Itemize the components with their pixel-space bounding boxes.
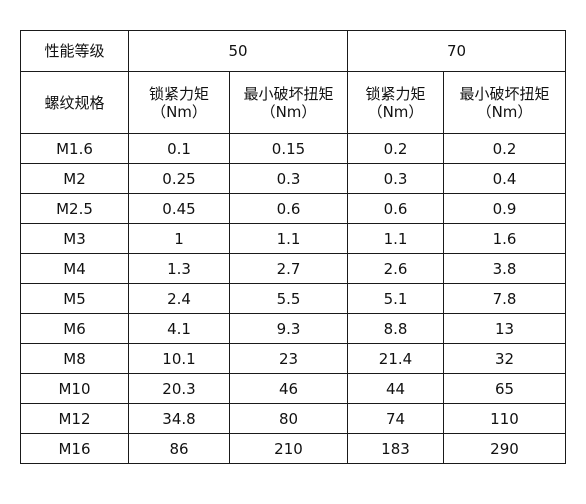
header-row-grade: 性能等级 50 70 bbox=[20, 30, 566, 72]
v70-lock-cell: 0.6 bbox=[347, 193, 444, 224]
v50-lock-cell: 86 bbox=[128, 433, 230, 464]
v50-lock-cell: 20.3 bbox=[128, 373, 230, 404]
v70-lock-cell: 44 bbox=[347, 373, 444, 404]
v50-lock-cell: 4.1 bbox=[128, 313, 230, 344]
col-50-break-title: 最小破坏扭矩 bbox=[243, 84, 334, 103]
spec-label-cell: 螺纹规格 bbox=[20, 71, 129, 134]
v50-lock-cell: 34.8 bbox=[128, 403, 230, 434]
spec-cell: M10 bbox=[20, 373, 129, 404]
v70-lock-cell: 74 bbox=[347, 403, 444, 434]
grade-label-cell: 性能等级 bbox=[20, 30, 129, 72]
table-row: M2.5 0.45 0.6 0.6 0.9 bbox=[20, 193, 566, 224]
col-50-break-unit: （Nm） bbox=[260, 102, 317, 121]
v50-break-cell: 0.3 bbox=[229, 163, 348, 194]
grade-70-cell: 70 bbox=[347, 30, 566, 72]
v50-break-cell: 210 bbox=[229, 433, 348, 464]
v70-break-cell: 1.6 bbox=[443, 223, 566, 254]
col-70-break-title: 最小破坏扭矩 bbox=[459, 84, 550, 103]
table-row: M8 10.1 23 21.4 32 bbox=[20, 343, 566, 374]
v50-lock-cell: 0.25 bbox=[128, 163, 230, 194]
col-70-lock-title: 锁紧力矩 bbox=[365, 84, 426, 103]
v70-break-cell: 13 bbox=[443, 313, 566, 344]
spec-cell: M6 bbox=[20, 313, 129, 344]
v50-break-cell: 46 bbox=[229, 373, 348, 404]
col-70-lock-unit: （Nm） bbox=[367, 102, 424, 121]
v70-lock-cell: 0.2 bbox=[347, 133, 444, 164]
torque-table: 性能等级 50 70 螺纹规格 锁紧力矩 （Nm） 最小破坏扭矩 （Nm） 锁紧… bbox=[20, 30, 566, 464]
v70-lock-cell: 8.8 bbox=[347, 313, 444, 344]
v50-break-cell: 0.15 bbox=[229, 133, 348, 164]
table-row: M6 4.1 9.3 8.8 13 bbox=[20, 313, 566, 344]
v70-break-cell: 32 bbox=[443, 343, 566, 374]
v50-lock-cell: 1.3 bbox=[128, 253, 230, 284]
table-row: M1.6 0.1 0.15 0.2 0.2 bbox=[20, 133, 566, 164]
v50-break-cell: 80 bbox=[229, 403, 348, 434]
v70-lock-cell: 0.3 bbox=[347, 163, 444, 194]
v70-break-cell: 0.4 bbox=[443, 163, 566, 194]
v50-break-cell: 5.5 bbox=[229, 283, 348, 314]
v70-lock-cell: 5.1 bbox=[347, 283, 444, 314]
spec-cell: M12 bbox=[20, 403, 129, 434]
v70-lock-cell: 183 bbox=[347, 433, 444, 464]
table-row: M12 34.8 80 74 110 bbox=[20, 403, 566, 434]
v70-lock-cell: 1.1 bbox=[347, 223, 444, 254]
table-row: M10 20.3 46 44 65 bbox=[20, 373, 566, 404]
v70-break-cell: 0.9 bbox=[443, 193, 566, 224]
spec-cell: M1.6 bbox=[20, 133, 129, 164]
col-50-break-header: 最小破坏扭矩 （Nm） bbox=[229, 71, 348, 134]
col-70-break-header: 最小破坏扭矩 （Nm） bbox=[443, 71, 566, 134]
v70-break-cell: 290 bbox=[443, 433, 566, 464]
v70-break-cell: 7.8 bbox=[443, 283, 566, 314]
v50-lock-cell: 2.4 bbox=[128, 283, 230, 314]
col-70-break-unit: （Nm） bbox=[476, 102, 533, 121]
spec-cell: M3 bbox=[20, 223, 129, 254]
grade-50-cell: 50 bbox=[128, 30, 348, 72]
table-row: M3 1 1.1 1.1 1.6 bbox=[20, 223, 566, 254]
v70-break-cell: 3.8 bbox=[443, 253, 566, 284]
col-50-lock-title: 锁紧力矩 bbox=[148, 84, 209, 103]
spec-cell: M5 bbox=[20, 283, 129, 314]
spec-cell: M2.5 bbox=[20, 193, 129, 224]
v50-lock-cell: 10.1 bbox=[128, 343, 230, 374]
col-50-lock-unit: （Nm） bbox=[151, 102, 207, 121]
v70-break-cell: 110 bbox=[443, 403, 566, 434]
v70-lock-cell: 2.6 bbox=[347, 253, 444, 284]
col-70-lock-header: 锁紧力矩 （Nm） bbox=[347, 71, 444, 134]
v50-break-cell: 9.3 bbox=[229, 313, 348, 344]
spec-cell: M8 bbox=[20, 343, 129, 374]
v50-lock-cell: 1 bbox=[128, 223, 230, 254]
v50-break-cell: 0.6 bbox=[229, 193, 348, 224]
v70-lock-cell: 21.4 bbox=[347, 343, 444, 374]
v70-break-cell: 65 bbox=[443, 373, 566, 404]
spec-cell: M4 bbox=[20, 253, 129, 284]
v50-lock-cell: 0.45 bbox=[128, 193, 230, 224]
spec-cell: M16 bbox=[20, 433, 129, 464]
col-50-lock-header: 锁紧力矩 （Nm） bbox=[128, 71, 230, 134]
v50-break-cell: 2.7 bbox=[229, 253, 348, 284]
v50-break-cell: 1.1 bbox=[229, 223, 348, 254]
header-row-columns: 螺纹规格 锁紧力矩 （Nm） 最小破坏扭矩 （Nm） 锁紧力矩 （Nm） 最小破… bbox=[20, 71, 566, 134]
table-row: M4 1.3 2.7 2.6 3.8 bbox=[20, 253, 566, 284]
table-row: M16 86 210 183 290 bbox=[20, 433, 566, 464]
v50-break-cell: 23 bbox=[229, 343, 348, 374]
table-row: M2 0.25 0.3 0.3 0.4 bbox=[20, 163, 566, 194]
table-row: M5 2.4 5.5 5.1 7.8 bbox=[20, 283, 566, 314]
v50-lock-cell: 0.1 bbox=[128, 133, 230, 164]
spec-cell: M2 bbox=[20, 163, 129, 194]
v70-break-cell: 0.2 bbox=[443, 133, 566, 164]
